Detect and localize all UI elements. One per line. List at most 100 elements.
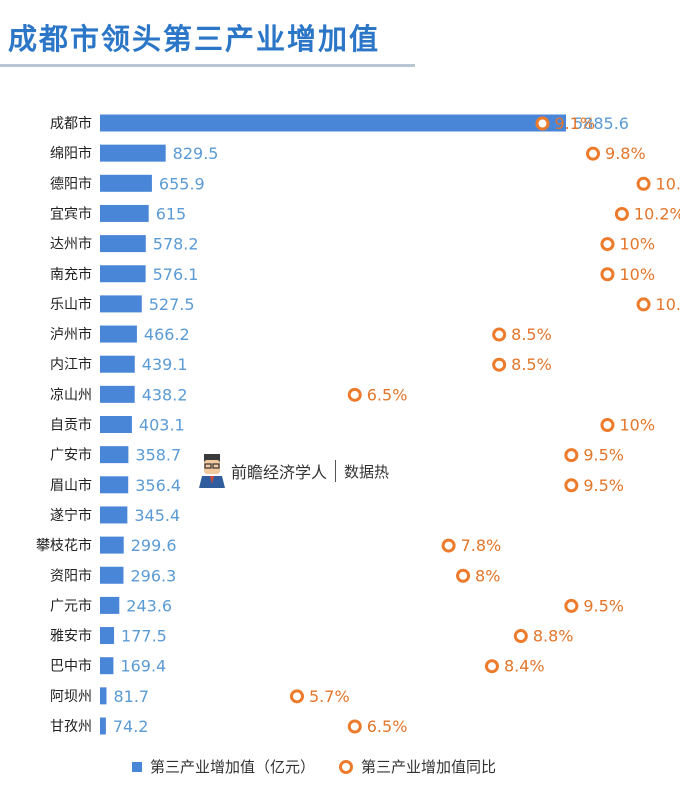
growth-marker (600, 267, 615, 282)
legend-label-growth: 第三产业增加值同比 (361, 758, 497, 776)
bar-value-label: 439.1 (142, 355, 188, 374)
chart-legend: 第三产业增加值（亿元） 第三产业增加值同比 (132, 756, 496, 777)
category-label: 广安市 (50, 447, 92, 464)
category-label: 巴中市 (50, 658, 92, 675)
bar-value-label: 177.5 (121, 627, 167, 646)
growth-marker (614, 206, 629, 221)
growth-value-label: 7.8% (461, 536, 502, 555)
category-label: 乐山市 (50, 296, 92, 313)
bar (100, 295, 142, 313)
growth-value-label: 9.5% (583, 446, 624, 465)
growth-marker (564, 478, 579, 493)
growth-value-label: 10% (619, 265, 655, 284)
growth-marker (347, 387, 362, 402)
bar-swatch-icon (132, 761, 142, 772)
growth-value-label: 8.5% (511, 325, 552, 344)
growth-value-label: 9.5% (583, 476, 624, 495)
category-label: 宜宾市 (50, 205, 92, 222)
chart-title: 成都市领头第三产业增加值 (8, 22, 381, 56)
bar-value-label: 829.5 (173, 144, 219, 163)
ring-marker-icon (339, 759, 354, 774)
bar (100, 717, 106, 735)
category-label: 泸州市 (50, 326, 92, 343)
brand-name: 前瞻经济学人 (231, 463, 328, 482)
brand-separator (335, 460, 337, 482)
bar (100, 385, 135, 403)
growth-marker (600, 418, 615, 432)
bar (100, 536, 124, 554)
brand-tag: 数据热 (344, 462, 390, 481)
growth-value-label: 10% (619, 416, 655, 435)
growth-marker (513, 629, 528, 644)
bar (100, 476, 129, 494)
category-label: 凉山州 (50, 387, 92, 403)
bar-value-label: 243.6 (126, 596, 172, 615)
growth-value-label: 6.5% (367, 717, 408, 736)
legend-item-value: 第三产业增加值（亿元） (132, 756, 315, 777)
bar-value-label: 655.9 (159, 174, 205, 193)
growth-value-label: 10.5% (656, 174, 680, 193)
growth-value-label: 10.5% (656, 295, 680, 314)
category-label: 资阳市 (50, 567, 92, 584)
growth-marker (535, 116, 550, 131)
bar-value-label: 576.1 (153, 265, 199, 284)
growth-value-label: 8% (475, 566, 500, 585)
growth-marker (492, 327, 507, 342)
category-label: 达州市 (50, 236, 92, 253)
category-label: 内江市 (50, 356, 92, 373)
category-label: 甘孜州 (50, 719, 92, 735)
bar (100, 416, 132, 433)
category-label: 雅安市 (50, 628, 92, 645)
brand-watermark: 前瞻经济学人 数据热 (199, 453, 389, 489)
bar (100, 114, 566, 132)
bar-value-label: 345.4 (134, 506, 180, 525)
bar (100, 446, 129, 464)
title-underline (0, 64, 415, 67)
growth-marker (636, 297, 651, 312)
category-label: 德阳市 (50, 175, 92, 192)
category-label: 眉山市 (50, 477, 92, 494)
bar (100, 566, 124, 584)
bar-value-label: 438.2 (142, 385, 188, 404)
bar (100, 506, 128, 524)
bar-value-label: 358.7 (135, 446, 181, 465)
growth-value-label: 8.5% (511, 355, 552, 374)
bar-value-label: 403.1 (139, 416, 185, 435)
bar (100, 204, 149, 222)
bar (100, 355, 135, 373)
category-label: 南充市 (50, 266, 92, 283)
growth-marker (564, 448, 579, 463)
economist-avatar-icon (199, 454, 225, 488)
category-label: 遂宁市 (50, 507, 92, 524)
growth-value-label: 5.7% (309, 687, 350, 706)
category-label: 成都市 (50, 115, 92, 132)
bar (100, 174, 152, 192)
growth-value-label: 10% (619, 235, 655, 254)
category-label: 广元市 (50, 597, 92, 614)
growth-marker (290, 689, 304, 704)
category-label: 自贡市 (50, 417, 92, 434)
category-label: 绵阳市 (50, 145, 92, 162)
bar-value-label: 74.2 (113, 717, 149, 736)
bar-value-label: 169.4 (120, 657, 166, 676)
growth-value-label: 8.8% (533, 627, 574, 646)
bar-value-label: 578.2 (153, 235, 199, 254)
growth-value-label: 9.5% (583, 596, 624, 615)
legend-label-value: 第三产业增加值（亿元） (150, 758, 316, 776)
legend-item-growth: 第三产业增加值同比 (315, 756, 496, 777)
growth-marker (441, 538, 456, 553)
growth-value-label: 10.2% (634, 204, 680, 223)
growth-marker (492, 357, 507, 372)
growth-value-label: 8.4% (504, 657, 545, 676)
bar-value-label: 527.5 (149, 295, 195, 314)
growth-value-label: 9.1% (554, 114, 595, 133)
bar (100, 687, 107, 705)
growth-marker (586, 146, 601, 161)
bar (100, 265, 146, 283)
bar (100, 325, 137, 343)
growth-marker (564, 598, 579, 613)
growth-marker (347, 719, 362, 734)
growth-value-label: 9.8% (605, 144, 646, 163)
bar-value-label: 466.2 (144, 325, 190, 344)
